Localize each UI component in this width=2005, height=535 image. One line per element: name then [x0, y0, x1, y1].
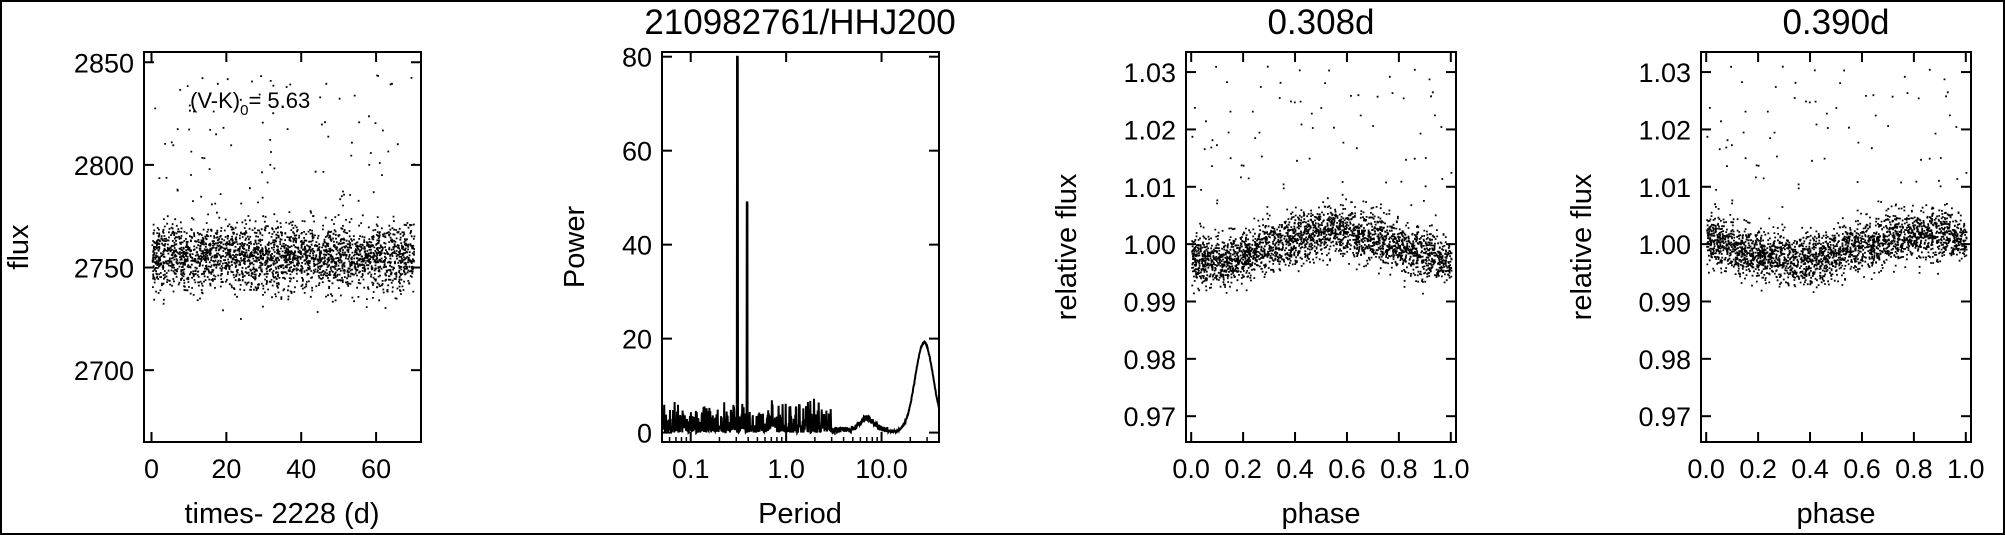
phased-lightcurve-1-xticks: 0.0 0.2 0.4 0.6 0.8 1.0 [1172, 52, 1470, 484]
phased-lightcurve-1-panel: 0.0 0.2 0.4 0.6 0.8 1.0 0.97 0.98 0.99 1.00 1.01 1… [1051, 3, 1470, 530]
periodogram-xticks: 0.1 1.0 10.0 [668, 52, 928, 484]
phased-lightcurve-2-xticks: 0.0 0.2 0.4 0.6 0.8 1.0 [1687, 52, 1985, 484]
phased-lightcurve-1-yticks: 0.97 0.98 0.99 1.00 1.01 1.02 1.03 [1123, 58, 1456, 432]
x-tick-label: 1.0 [1947, 454, 1985, 484]
x-tick-label: 60 [361, 454, 391, 484]
x-tick-label: 0.4 [1276, 454, 1314, 484]
y-tick-label: 20 [622, 325, 652, 355]
x-tick-label: 0 [144, 454, 159, 484]
y-tick-label: 1.00 [1638, 230, 1691, 260]
y-tick-label: 2750 [74, 254, 134, 284]
raw-lightcurve-xticks: 0 20 40 60 [144, 52, 391, 484]
x-tick-label: 0.8 [1380, 454, 1418, 484]
x-tick-label: 0.0 [1172, 454, 1210, 484]
raw-lightcurve-points [151, 74, 416, 320]
phased-lightcurve-1-xlabel: phase [1281, 498, 1360, 530]
phased-lightcurve-1-points [1191, 65, 1453, 295]
y-tick-label: 2700 [74, 356, 134, 386]
raw-lightcurve-ylabel: flux [3, 224, 35, 270]
y-tick-label: 0 [637, 419, 652, 449]
x-tick-label: 0.6 [1843, 454, 1881, 484]
x-tick-label: 0.1 [672, 454, 710, 484]
x-tick-label: 0.2 [1739, 454, 1777, 484]
y-tick-label: 1.03 [1638, 58, 1691, 88]
power-spectrum-line [661, 55, 940, 437]
color-index-value: = 5.63 [248, 88, 310, 113]
x-tick-label: 0.4 [1791, 454, 1829, 484]
y-tick-label: 1.01 [1638, 173, 1691, 203]
phased-lightcurve-2-panel: 0.0 0.2 0.4 0.6 0.8 1.0 0.97 0.98 0.99 1.00 1.01 1… [1566, 3, 1985, 530]
y-tick-label: 0.99 [1638, 287, 1691, 317]
periodogram-panel: 0.1 1.0 10.0 0 20 40 60 80 210982761/HHJ200 Pe… [559, 3, 956, 530]
y-tick-label: 1.02 [1638, 115, 1691, 145]
y-tick-label: 1.03 [1123, 58, 1176, 88]
phased-lightcurve-2-yticks: 0.97 0.98 0.99 1.00 1.01 1.02 1.03 [1638, 58, 1971, 432]
periodogram-xlabel: Period [758, 498, 842, 530]
x-tick-label: 1.0 [1432, 454, 1470, 484]
periodogram-frame [661, 51, 940, 443]
x-tick-label: 0.0 [1687, 454, 1725, 484]
y-tick-label: 60 [622, 137, 652, 167]
color-index-label: (V-K) [190, 88, 240, 113]
flux-data-points [151, 74, 416, 320]
phased-lightcurve-1-ylabel: relative flux [1051, 173, 1083, 320]
raw-lightcurve-panel: 0 20 40 60 2700 2750 2800 2850 times- 2228 (d)… [3, 48, 422, 530]
y-tick-label: 1.00 [1123, 230, 1176, 260]
y-tick-label: 1.02 [1123, 115, 1176, 145]
y-tick-label: 0.97 [1638, 402, 1691, 432]
raw-lightcurve-xlabel: times- 2228 (d) [184, 498, 379, 530]
color-index-subscript: 0 [240, 102, 248, 119]
phased-lightcurve-2-ylabel: relative flux [1566, 173, 1598, 320]
color-index-annotation: (V-K)0= 5.63 [190, 88, 310, 119]
periodogram-ylabel: Power [559, 206, 591, 289]
phased-lightcurve-2-points [1706, 65, 1968, 293]
x-tick-label: 0.6 [1328, 454, 1366, 484]
phased-flux-points [1706, 65, 1968, 293]
x-tick-label: 1.0 [767, 454, 805, 484]
periodogram-yticks: 0 20 40 60 80 [622, 43, 939, 449]
x-tick-label: 0.8 [1895, 454, 1933, 484]
y-tick-label: 1.01 [1123, 173, 1176, 203]
phased-lightcurve-1-frame [1185, 51, 1457, 443]
y-tick-label: 0.99 [1123, 287, 1176, 317]
y-tick-label: 80 [622, 43, 652, 73]
x-tick-label: 10.0 [855, 454, 908, 484]
y-tick-label: 40 [622, 231, 652, 261]
phased-lightcurve-2-frame [1700, 51, 1972, 443]
x-tick-label: 40 [286, 454, 316, 484]
x-tick-label: 20 [211, 454, 241, 484]
y-tick-label: 0.98 [1638, 345, 1691, 375]
raw-lightcurve-yticks: 2700 2750 2800 2850 [74, 48, 421, 386]
y-tick-label: 2850 [74, 48, 134, 78]
phased-flux-points [1191, 65, 1453, 295]
x-tick-label: 0.2 [1224, 454, 1262, 484]
raw-lightcurve-frame [143, 51, 422, 443]
phased-lightcurve-2-title: 0.390d [1782, 3, 1889, 42]
y-tick-label: 2800 [74, 151, 134, 181]
phased-lightcurve-1-title: 0.308d [1267, 3, 1374, 42]
y-tick-label: 0.98 [1123, 345, 1176, 375]
periodogram-title: 210982761/HHJ200 [644, 3, 955, 42]
phased-lightcurve-2-xlabel: phase [1796, 498, 1875, 530]
y-tick-label: 0.97 [1123, 402, 1176, 432]
periodogram-curve [661, 55, 940, 437]
